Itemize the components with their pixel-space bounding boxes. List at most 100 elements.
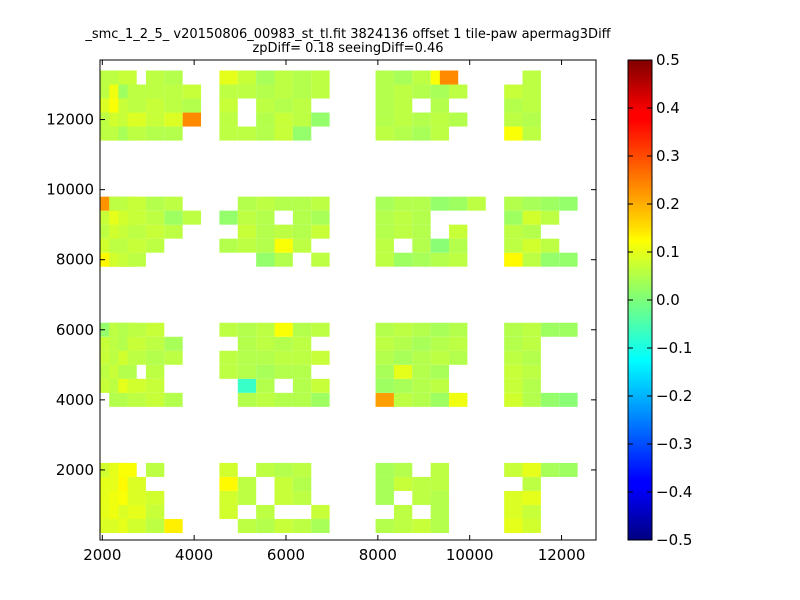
heatmap-cell xyxy=(237,322,257,337)
heatmap-cell xyxy=(311,252,330,267)
heatmap-cell xyxy=(504,252,523,267)
colorbar-tick-label: 0.4 xyxy=(656,99,680,117)
heatmap-cell xyxy=(237,392,257,407)
heatmap-cell xyxy=(127,518,146,533)
heatmap-cell xyxy=(145,238,165,253)
heatmap-cell xyxy=(237,364,257,379)
heatmap-cell xyxy=(412,70,431,85)
heatmap-cell xyxy=(522,84,541,99)
heatmap-cell xyxy=(522,350,541,365)
heatmap-cell xyxy=(292,196,312,211)
x-tick-label: 10000 xyxy=(446,546,494,564)
heatmap-cell xyxy=(375,336,394,351)
heatmap-cell xyxy=(504,224,523,239)
y-tick-label: 12000 xyxy=(46,111,94,129)
heatmap-cell xyxy=(274,112,293,127)
heatmap-cell xyxy=(393,392,413,407)
heatmap-cell xyxy=(292,336,312,351)
heatmap-cell xyxy=(375,210,394,225)
colorbar-tick-label: −0.4 xyxy=(656,483,692,501)
heatmap-cell xyxy=(219,490,238,505)
heatmap-cell xyxy=(237,224,257,239)
heatmap-cell xyxy=(375,518,394,533)
heatmap-cell xyxy=(274,350,293,365)
heatmap-cell xyxy=(504,378,523,393)
heatmap-cell xyxy=(219,126,238,141)
heatmap-cell xyxy=(292,364,312,379)
heatmap-cell xyxy=(540,322,560,337)
heatmap-cell xyxy=(540,252,560,267)
heatmap-cell xyxy=(540,462,560,477)
heatmap-cell xyxy=(127,476,146,491)
heatmap-cell xyxy=(430,84,450,99)
heatmap-cell xyxy=(237,70,257,85)
heatmap-cell xyxy=(311,322,330,337)
heatmap-cell xyxy=(393,112,413,127)
heatmap-cell xyxy=(449,350,468,365)
heatmap-cell xyxy=(375,84,394,99)
heatmap-cell xyxy=(430,126,450,141)
heatmap-cell xyxy=(430,322,450,337)
heatmap-cell xyxy=(522,322,541,337)
heatmap-cell xyxy=(412,252,431,267)
heatmap-cell xyxy=(412,224,431,239)
heatmap-cell xyxy=(292,210,312,225)
heatmap-cell xyxy=(274,462,293,477)
colorbar-tick-label: −0.1 xyxy=(656,339,692,357)
heatmap-cell xyxy=(375,224,394,239)
heatmap-cell xyxy=(559,392,578,407)
heatmap-cell xyxy=(164,84,183,99)
heatmap-cell xyxy=(375,490,394,505)
heatmap-cell xyxy=(449,224,468,239)
heatmap-cell xyxy=(522,364,541,379)
heatmap-cell xyxy=(164,70,183,85)
heatmap-cell xyxy=(237,378,257,393)
heatmap-cell xyxy=(256,224,275,239)
heatmap-cell xyxy=(522,238,541,253)
heatmap-cell xyxy=(504,350,523,365)
heatmap-cell xyxy=(311,378,330,393)
heatmap-cell xyxy=(219,210,238,225)
heatmap-cell xyxy=(467,196,486,211)
heatmap-cell xyxy=(504,392,523,407)
heatmap-cell xyxy=(219,462,238,477)
heatmap-cell xyxy=(274,126,293,141)
heatmap-cell xyxy=(430,196,450,211)
heatmap-cell xyxy=(292,518,312,533)
heatmap-cell xyxy=(219,84,238,99)
heatmap-cell xyxy=(145,84,165,99)
heatmap-cell xyxy=(559,252,578,267)
heatmap-cell xyxy=(256,70,275,85)
heatmap-cell xyxy=(292,490,312,505)
y-tick-label: 6000 xyxy=(56,321,94,339)
heatmap-cell xyxy=(127,252,146,267)
heatmap-cell xyxy=(375,322,394,337)
heatmap-cell xyxy=(393,224,413,239)
heatmap-cell xyxy=(182,112,202,127)
heatmap-cell xyxy=(412,322,431,337)
heatmap-cell xyxy=(430,476,450,491)
heatmap-cell xyxy=(274,98,293,113)
heatmap-cell xyxy=(237,84,257,99)
heatmap-cell xyxy=(522,224,541,239)
heatmap-cell xyxy=(311,210,330,225)
heatmap-cell xyxy=(292,84,312,99)
heatmap-cell xyxy=(439,70,459,85)
heatmap-cell xyxy=(430,490,450,505)
heatmap-cell xyxy=(504,490,523,505)
heatmap-cell xyxy=(274,70,293,85)
heatmap-cell xyxy=(219,350,238,365)
heatmap-cell xyxy=(375,112,394,127)
heatmap-cell xyxy=(164,350,183,365)
heatmap-cell xyxy=(182,210,202,225)
heatmap-cell xyxy=(393,126,413,141)
heatmap-cell xyxy=(145,364,165,379)
heatmap-cell xyxy=(393,378,413,393)
heatmap-cell xyxy=(412,336,431,351)
heatmap-cell xyxy=(145,196,165,211)
heatmap-cell xyxy=(109,392,128,407)
x-tick-label: 4000 xyxy=(175,546,213,564)
heatmap-cell xyxy=(118,70,137,85)
heatmap-cell xyxy=(127,378,146,393)
